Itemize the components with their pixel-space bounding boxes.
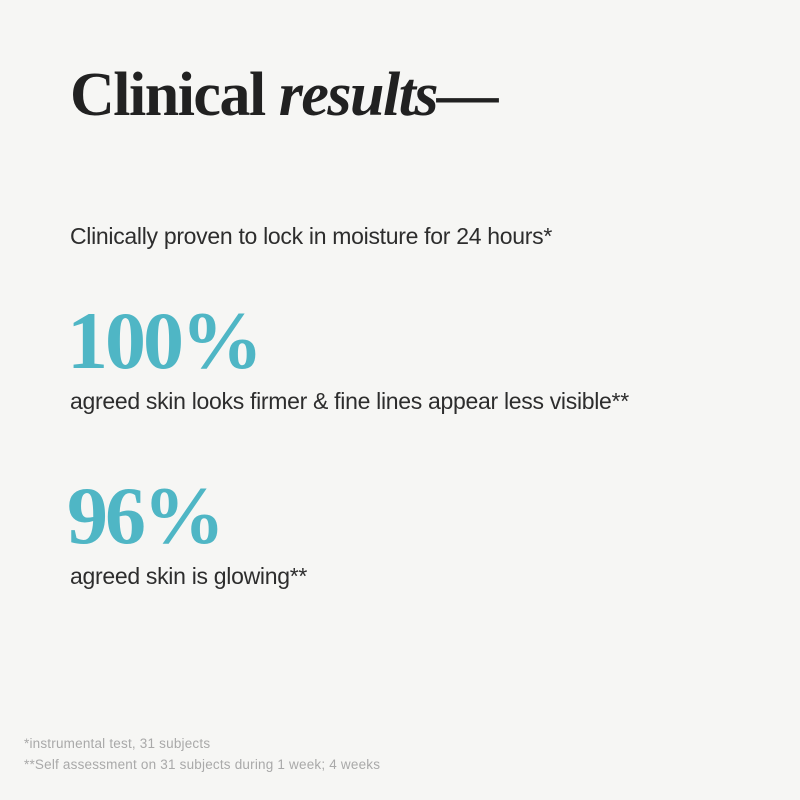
page-title-regular: Clinical xyxy=(70,61,279,129)
page-title-italic: results— xyxy=(278,61,499,129)
claim-text: Clinically proven to lock in moisture fo… xyxy=(70,223,552,249)
stat-1-value: 100% xyxy=(67,295,263,386)
stat-2-value: 96% xyxy=(67,470,225,561)
stat-2-description: agreed skin is glowing** xyxy=(70,563,307,589)
footnote-self-assessment: **Self assessment on 31 subjects during … xyxy=(24,757,381,772)
footnotes: *instrumental test, 31 subjects **Self a… xyxy=(24,733,380,775)
page-title: Clinical results— xyxy=(70,58,499,132)
stat-1-description: agreed skin looks firmer & fine lines ap… xyxy=(70,388,629,414)
footnote-instrumental-test: *instrumental test, 31 subjects xyxy=(24,736,211,751)
